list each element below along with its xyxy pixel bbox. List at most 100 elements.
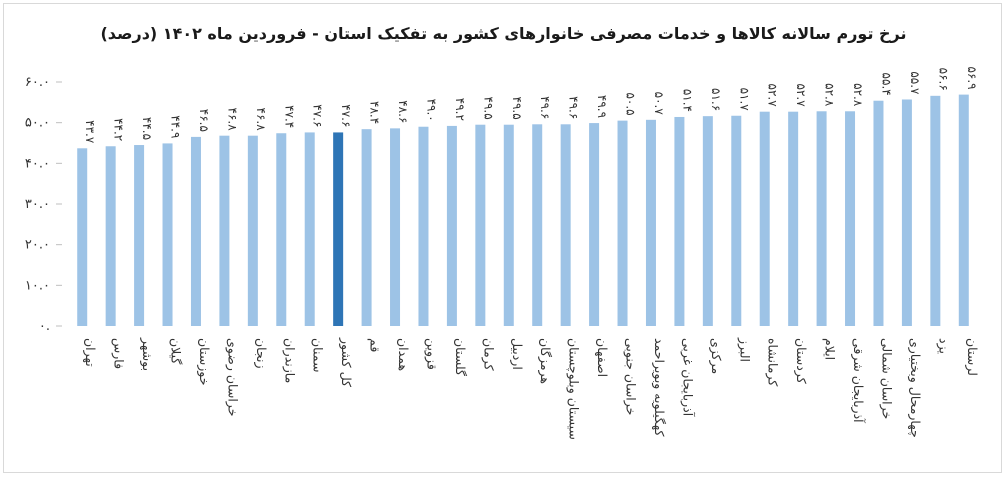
bar (532, 124, 543, 326)
bar (219, 135, 230, 326)
value-label: ۴۹.۶ (538, 96, 552, 119)
value-label: ۴۳.۷ (83, 120, 97, 144)
category-label: فارس (111, 338, 127, 369)
category-label: مازندران (281, 338, 297, 383)
value-label: ۵۵.۴ (879, 73, 893, 96)
category-label: آذربایجان شرقی (850, 338, 866, 423)
value-label: ۵۲.۷ (794, 84, 808, 108)
category-label: البرز (736, 337, 752, 362)
bar (446, 125, 457, 326)
value-label: ۴۶.۸ (225, 108, 239, 132)
value-label: ۴۸.۶ (396, 100, 410, 123)
chart-title: نرخ تورم سالانه کالاها و خدمات مصرفی خان… (100, 24, 907, 43)
bar (475, 124, 486, 326)
category-label: سیستان وبلوچستان (566, 338, 582, 440)
category-label: کل کشور (338, 337, 354, 387)
bar (304, 132, 315, 326)
bar (958, 94, 969, 327)
bar (247, 135, 258, 326)
bar (645, 119, 656, 326)
category-label: لرستان (964, 338, 980, 376)
category-label: قم (367, 338, 383, 352)
y-tick-label: ۵۰.۰ (25, 116, 50, 131)
value-label: ۵۵.۷ (908, 71, 922, 95)
bar (617, 120, 628, 326)
bar (162, 143, 173, 326)
value-label: ۴۹.۲ (453, 98, 467, 121)
value-label: ۴۴.۹ (169, 115, 183, 138)
category-label: کرمانشاه (765, 338, 781, 386)
bar (788, 111, 799, 326)
bars (77, 94, 969, 327)
value-labels: ۴۳.۷ ۴۴.۲ ۴۴.۵ ۴۴.۹ ۴۶.۵ ۴۶.۸ ۴۶.۸ ۴۷.۴ ۴۷.۶ ۴۷.۶… (83, 66, 979, 143)
category-label: خراسان جنوبی (623, 338, 639, 415)
category-label: زنجان (253, 338, 269, 369)
value-label: ۵۲.۸ (851, 83, 865, 107)
value-label: ۴۸.۴ (368, 101, 382, 124)
value-label: ۴۹.۵ (510, 97, 524, 120)
y-tick-label: ۴۰.۰ (25, 156, 50, 171)
bar (930, 95, 941, 327)
bar (77, 148, 88, 326)
bar (418, 126, 429, 326)
value-label: ۴۷.۶ (311, 104, 325, 127)
y-tick-label: ۱۰.۰ (25, 278, 50, 293)
value-label: ۵۰.۷ (652, 92, 666, 116)
category-label: گیلان (169, 338, 184, 364)
bar (816, 111, 827, 326)
bar (702, 116, 713, 326)
bar (105, 146, 116, 326)
category-label: هرمزگان (537, 338, 553, 384)
y-tick-label: ۶۰.۰ (25, 75, 50, 90)
value-label: ۵۱.۷ (737, 88, 751, 112)
y-axis: ۰. ۱۰.۰ ۲۰.۰ ۳۰.۰ ۴۰.۰ ۵۰.۰ ۶۰.۰ (25, 75, 62, 334)
value-label: ۵۶.۶ (936, 68, 950, 91)
category-label: گلستان (453, 338, 468, 376)
category-label: ایلام (823, 338, 838, 360)
bar (731, 115, 742, 327)
y-tick-label: ۳۰.۰ (25, 197, 50, 212)
category-label: خوزستان (196, 338, 212, 385)
category-label: مرکزی (708, 338, 724, 374)
category-label: بوشهر (139, 337, 155, 371)
bar (390, 128, 401, 326)
bar (333, 132, 344, 326)
value-label: ۴۹.۵ (481, 97, 495, 120)
bar (845, 111, 856, 326)
category-label: خراسان رضوی (224, 338, 240, 416)
bar (759, 111, 770, 326)
value-label: ۵۲.۸ (823, 83, 837, 107)
bar (134, 145, 145, 326)
bar (674, 116, 685, 327)
value-label: ۴۶.۸ (254, 108, 268, 132)
value-label: ۵۲.۷ (766, 84, 780, 108)
bar (560, 124, 571, 326)
value-label: ۴۷.۶ (339, 104, 353, 127)
value-label: ۵۱.۶ (709, 88, 723, 111)
category-label: آذربایجان غربی (679, 338, 695, 417)
value-label: ۵۱.۴ (680, 89, 694, 112)
y-tick-label: ۲۰.۰ (25, 238, 50, 253)
bar (901, 99, 912, 326)
category-label: کرمان (480, 338, 496, 371)
value-label: ۵۶.۹ (965, 66, 979, 89)
value-label: ۴۷.۴ (282, 105, 296, 128)
bar (503, 124, 514, 326)
value-label: ۵۰.۵ (624, 92, 638, 115)
bar (361, 129, 372, 326)
value-label: ۴۹.۶ (567, 96, 581, 119)
category-label: کردستان (793, 338, 809, 384)
category-label: سمنان (311, 338, 326, 372)
bar (589, 123, 600, 326)
value-label: ۴۴.۲ (112, 118, 126, 141)
value-label: ۴۹.۹ (595, 95, 609, 118)
bar (190, 136, 201, 326)
category-label: تهران (82, 338, 98, 367)
bar (276, 133, 287, 326)
value-label: ۴۶.۵ (197, 109, 211, 132)
y-tick-label: ۰. (39, 319, 50, 334)
category-label: قزوین (423, 338, 439, 370)
value-label: ۴۹.۰ (424, 99, 438, 122)
category-label: اصفهان (594, 338, 610, 377)
